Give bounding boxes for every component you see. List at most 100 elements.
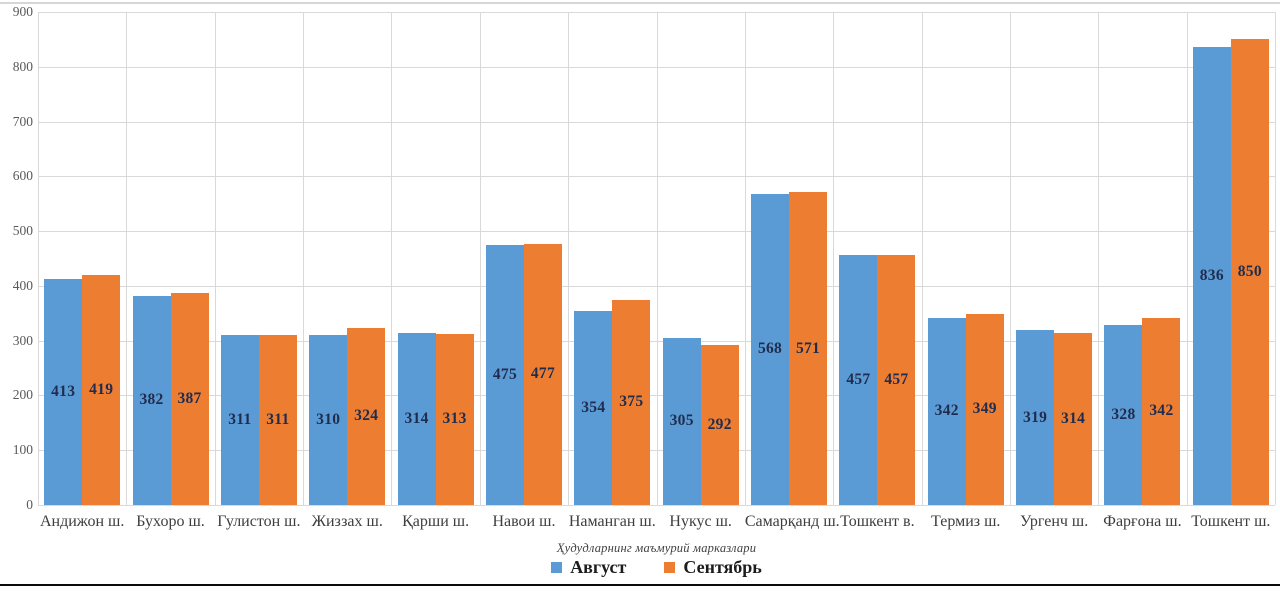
- bar-value-label: 568: [757, 340, 783, 358]
- x-category-label: Наманган ш.: [568, 513, 656, 530]
- legend-label: Сентябрь: [683, 557, 762, 577]
- bar-Август-Жиззах ш.: [309, 335, 348, 505]
- x-category-label: Қарши ш.: [402, 513, 470, 530]
- chart-legend: Август Сентябрь: [38, 557, 1275, 578]
- v-gridline: [126, 12, 128, 505]
- y-tick-label-100: 100: [12, 442, 33, 458]
- y-tick-label-800: 800: [12, 58, 33, 74]
- legend-item-Сентябрь: Сентябрь: [664, 557, 762, 578]
- legend-swatch-icon: [664, 562, 676, 573]
- h-gridline-0: [38, 505, 1275, 506]
- bar-value-label: 349: [972, 400, 997, 418]
- bar-value-label: 457: [846, 370, 871, 388]
- bar-value-label: 419: [89, 381, 114, 399]
- bar-value-label: 311: [266, 410, 290, 428]
- bar-Сентябрь-Бухоро ш.: [170, 293, 209, 505]
- bar-value-label: 382: [139, 391, 164, 409]
- v-gridline: [833, 12, 835, 505]
- bar-value-label: 311: [228, 410, 252, 428]
- x-category-label: Бухоро ш.: [136, 513, 205, 530]
- top-border-line: [0, 2, 1280, 4]
- v-gridline: [391, 12, 393, 505]
- y-tick-label-900: 900: [12, 4, 33, 19]
- v-gridline: [214, 12, 216, 505]
- legend-label: Август: [570, 557, 627, 577]
- bar-Сентябрь-Ургенч ш.: [1054, 332, 1093, 505]
- bar-value-label: 571: [795, 339, 821, 357]
- bar-Август-Бухоро ш.: [132, 295, 171, 505]
- bar-value-label: 413: [51, 382, 76, 400]
- y-tick-label-500: 500: [12, 223, 33, 239]
- bar-value-label: 314: [1061, 409, 1086, 427]
- bar-value-label: 313: [442, 410, 467, 428]
- v-gridline: [568, 12, 570, 505]
- x-category-label: Тошкент ш.: [1191, 513, 1271, 530]
- bar-Сентябрь-Жиззах ш.: [347, 327, 386, 505]
- bar-Август-Қарши ш.: [397, 332, 436, 505]
- bar-Август-Навои ш.: [485, 244, 524, 505]
- bar-value-label: 836: [1199, 267, 1224, 285]
- y-tick-label-0: 0: [26, 497, 33, 512]
- legend-swatch-icon: [551, 562, 563, 573]
- bar-value-label: 475: [492, 365, 518, 383]
- bar-value-label: 354: [581, 399, 606, 417]
- x-category-label: Тошкент в.: [840, 513, 915, 530]
- bar-Август-Андижон ш.: [44, 278, 83, 505]
- y-tick-label-300: 300: [12, 332, 33, 348]
- bar-Сентябрь-Самарқанд ш.: [789, 192, 828, 505]
- bar-Сентябрь-Тошкент ш.: [1230, 39, 1269, 505]
- v-gridline: [1275, 12, 1276, 505]
- x-axis-title: Ҳудудларнинг маъмурий марказлари: [556, 541, 757, 555]
- v-gridline: [921, 12, 923, 505]
- bar-Сентябрь-Термиз ш.: [965, 313, 1004, 505]
- bar-Август-Фарғона ш.: [1104, 325, 1143, 505]
- y-tick-label-400: 400: [12, 277, 33, 293]
- bar-value-label: 850: [1237, 263, 1262, 281]
- bar-value-label: 310: [316, 411, 341, 429]
- bar-value-label: 375: [619, 393, 644, 411]
- x-category-label: Жиззах ш.: [311, 513, 383, 530]
- x-category-label: Термиз ш.: [931, 513, 1001, 530]
- bar-Август-Гулистон ш.: [220, 334, 259, 505]
- y-tick-label-200: 200: [12, 387, 33, 403]
- x-category-label: Нукус ш.: [669, 513, 732, 530]
- plot-area: 413 419 382 387 311 311 310 324 314 313 475 477 354 3…: [38, 12, 1276, 506]
- bar-Сентябрь-Тошкент в.: [877, 254, 916, 505]
- x-axis-category-labels: Андижон ш. Бухоро ш. Гулистон ш. Жиззах ш. Қ…: [38, 513, 1275, 537]
- bar-Сентябрь-Навои ш.: [523, 243, 562, 505]
- bar-Август-Тошкент ш.: [1192, 47, 1231, 505]
- x-category-label: Самарқанд ш.: [744, 513, 840, 530]
- bar-value-label: 342: [934, 402, 959, 420]
- bar-Август-Наманган ш.: [574, 311, 613, 505]
- bar-Сентябрь-Андижон ш.: [82, 275, 121, 505]
- bar-value-label: 477: [530, 365, 556, 383]
- y-axis-tick-labels: 0 100 200 300 400 500 600 700 800 900: [0, 0, 33, 591]
- bar-value-label: 387: [177, 390, 202, 407]
- bar-Сентябрь-Фарғона ш.: [1142, 317, 1181, 505]
- bar-value-label: 328: [1111, 406, 1136, 424]
- y-tick-label-700: 700: [12, 113, 33, 129]
- x-category-label: Фарғона ш.: [1103, 513, 1182, 530]
- v-gridline: [656, 12, 658, 505]
- bar-Сентябрь-Гулистон ш.: [258, 334, 297, 505]
- v-gridline: [479, 12, 481, 505]
- x-category-label: Андижон ш.: [39, 513, 125, 530]
- bar-value-label: 314: [404, 409, 429, 427]
- v-gridline: [1098, 12, 1100, 505]
- bar-value-label: 342: [1149, 402, 1174, 420]
- bar-Август-Тошкент в.: [839, 254, 878, 505]
- bar-value-label: 457: [884, 370, 909, 388]
- bar-Август-Термиз ш.: [927, 317, 966, 505]
- legend-item-Август: Август: [551, 557, 626, 578]
- v-gridline: [1186, 12, 1188, 505]
- bar-value-label: 292: [707, 416, 732, 434]
- bar-Август-Нукус ш.: [662, 337, 701, 505]
- v-gridline: [38, 12, 39, 505]
- y-tick-label-600: 600: [12, 168, 33, 184]
- bar-Сентябрь-Қарши ш.: [435, 333, 474, 505]
- x-category-label: Гулистон ш.: [217, 513, 301, 530]
- v-gridline: [1009, 12, 1011, 505]
- v-gridline: [744, 12, 746, 505]
- v-gridline: [303, 12, 305, 505]
